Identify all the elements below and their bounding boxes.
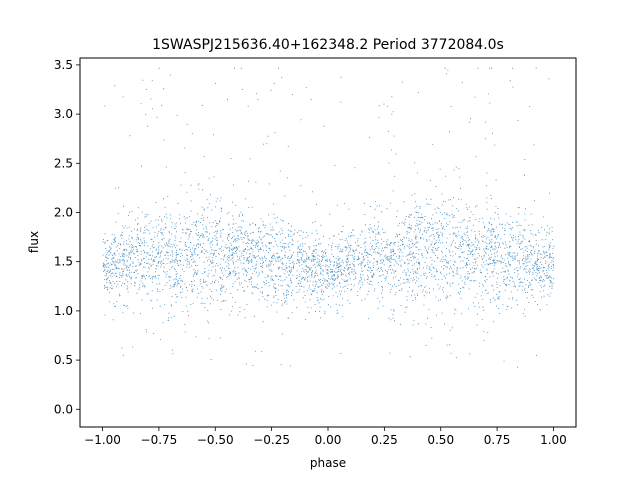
y-tick-label: 3.5 — [54, 58, 73, 72]
x-tick-label: −1.00 — [84, 433, 121, 447]
x-tick-label: −0.75 — [141, 433, 178, 447]
x-tick-label: 0.50 — [427, 433, 454, 447]
x-tick-label: 0.25 — [371, 433, 398, 447]
chart-title: 1SWASPJ215636.40+162348.2 Period 3772084… — [152, 37, 504, 53]
y-tick-label: 3.0 — [54, 107, 73, 121]
x-axis-ticks: −1.00 −0.75 −0.50 −0.25 0.00 0.25 0.50 0.75 1.00 — [84, 427, 567, 447]
y-tick-label: 1.5 — [54, 255, 73, 269]
y-tick-label: 0.5 — [54, 353, 73, 367]
x-tick-label: 0.00 — [315, 433, 342, 447]
y-axis-ticks: 0.0 0.5 1.0 1.5 2.0 2.5 3.0 3.5 — [54, 58, 80, 416]
x-tick-label: −0.25 — [253, 433, 290, 447]
x-tick-label: −0.50 — [197, 433, 234, 447]
x-tick-label: 0.75 — [484, 433, 511, 447]
y-tick-label: 2.0 — [54, 205, 73, 219]
y-tick-label: 2.5 — [54, 156, 73, 170]
y-tick-label: 0.0 — [54, 402, 73, 416]
x-tick-label: 1.00 — [540, 433, 567, 447]
y-axis-label: flux — [27, 231, 41, 253]
y-tick-label: 1.0 — [54, 304, 73, 318]
x-axis-label: phase — [310, 456, 346, 470]
